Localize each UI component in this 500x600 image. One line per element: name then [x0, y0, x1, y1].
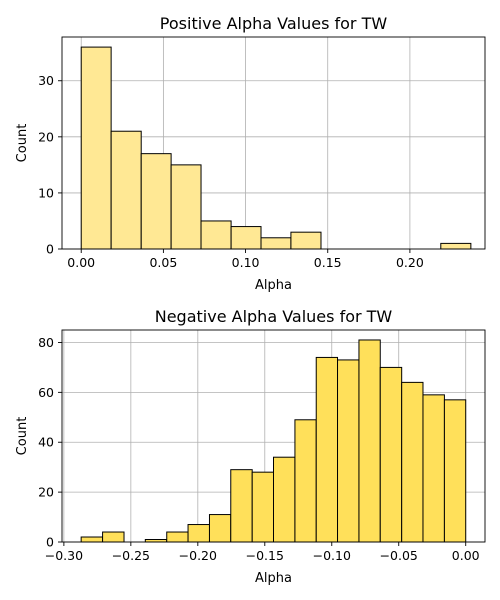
histogram-bar [422, 394, 445, 543]
histogram-bar [260, 237, 292, 250]
histogram-bar [379, 366, 403, 543]
histogram-bar [294, 419, 317, 543]
histogram-bar [230, 469, 253, 543]
axes-frame [61, 36, 486, 250]
histogram-bar [170, 164, 202, 250]
y-tick-label: 60 [38, 385, 54, 400]
y-tick-label: 30 [38, 73, 54, 88]
x-tick-label: −0.15 [246, 548, 284, 563]
histogram-bar [290, 231, 322, 250]
histogram-bar [251, 471, 275, 543]
histogram-bar [440, 242, 472, 250]
x-tick-label: −0.20 [179, 548, 217, 563]
y-tick-label: 10 [38, 185, 54, 200]
histogram-bar [80, 46, 112, 250]
y-tick-label: 0 [46, 535, 54, 550]
histogram-bar [358, 339, 381, 543]
histogram-bar [187, 524, 210, 543]
bars [80, 46, 472, 250]
y-tick-label: 40 [38, 435, 54, 450]
positive-alpha-chart: Positive Alpha Values for TW Alpha Count… [15, 14, 486, 293]
y-tick-label: 20 [38, 129, 54, 144]
histogram-bar [80, 536, 104, 543]
x-tick-label: 0.20 [396, 255, 424, 270]
x-axis-label: Alpha [255, 571, 292, 586]
bars [80, 339, 467, 543]
y-tick-label: 0 [46, 242, 54, 257]
histogram-bar [140, 153, 172, 250]
histogram-bar [230, 226, 262, 250]
histogram-bar [443, 399, 467, 543]
histogram-bar [102, 531, 125, 543]
y-tick-label: 20 [38, 485, 54, 500]
y-axis-label: Count [15, 417, 30, 456]
histogram-bar [337, 359, 360, 543]
x-tick-label: 0.00 [452, 548, 480, 563]
histogram-bar [208, 514, 232, 543]
x-tick-label: −0.05 [380, 548, 418, 563]
x-tick-label: 0.15 [314, 255, 342, 270]
x-tick-label: 0.10 [232, 255, 260, 270]
chart-title: Negative Alpha Values for TW [155, 307, 393, 326]
y-tick-label: 80 [38, 335, 54, 350]
histogram-bar [401, 381, 424, 543]
histogram-bar [110, 130, 142, 250]
chart-title: Positive Alpha Values for TW [160, 14, 388, 33]
histogram-bar [166, 531, 189, 543]
x-tick-label: 0.05 [149, 255, 177, 270]
histogram-bar [273, 456, 296, 543]
axes-frame [61, 329, 486, 543]
x-axis-label: Alpha [255, 278, 292, 293]
x-tick-label: −0.30 [45, 548, 83, 563]
negative-alpha-chart: Negative Alpha Values for TW Alpha Count… [15, 307, 486, 586]
histogram-bar [315, 356, 339, 543]
x-tick-label: 0.00 [67, 255, 95, 270]
x-tick-label: −0.10 [313, 548, 351, 563]
x-tick-label: −0.25 [112, 548, 150, 563]
histogram-bar [200, 220, 232, 250]
y-axis-label: Count [15, 124, 30, 163]
